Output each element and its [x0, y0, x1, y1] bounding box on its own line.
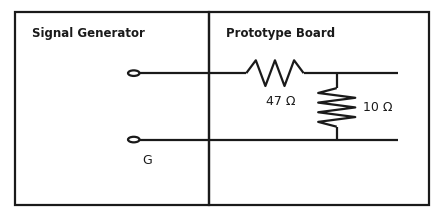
Text: 47 Ω: 47 Ω: [266, 94, 296, 107]
Bar: [15, 12, 209, 205]
Text: G: G: [143, 155, 152, 168]
Text: Signal Generator: Signal Generator: [32, 27, 145, 40]
Bar: [209, 12, 429, 205]
Text: 10 Ω: 10 Ω: [363, 101, 392, 114]
Text: Prototype Board: Prototype Board: [226, 27, 336, 40]
